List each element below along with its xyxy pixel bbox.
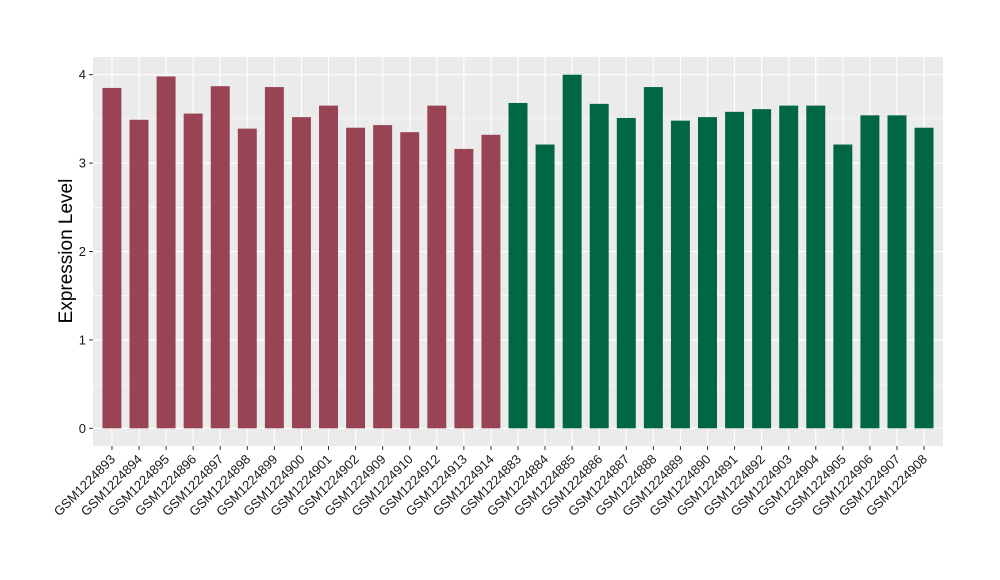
y-tick-label: 4 xyxy=(79,67,86,82)
bar-GSM1224899 xyxy=(264,87,284,429)
bar-GSM1224885 xyxy=(562,74,582,429)
bar-GSM1224893 xyxy=(102,87,122,429)
x-axis: GSM1224893GSM1224894GSM1224895GSM1224896… xyxy=(51,446,930,519)
bar-GSM1224895 xyxy=(156,76,176,429)
bar-GSM1224888 xyxy=(643,87,663,429)
bar-GSM1224903 xyxy=(779,105,799,429)
bar-GSM1224884 xyxy=(535,144,555,429)
bar-GSM1224883 xyxy=(508,102,528,429)
bar-GSM1224902 xyxy=(346,127,366,429)
bar-GSM1224889 xyxy=(670,120,690,429)
bar-GSM1224913 xyxy=(454,148,474,429)
bar-GSM1224901 xyxy=(319,105,338,429)
bars xyxy=(102,74,934,429)
bar-GSM1224886 xyxy=(589,103,609,429)
bar-GSM1224906 xyxy=(860,115,880,429)
bar-GSM1224912 xyxy=(427,105,447,429)
bar-GSM1224897 xyxy=(210,86,230,429)
bar-GSM1224905 xyxy=(833,144,853,429)
bar-GSM1224914 xyxy=(481,134,501,429)
bar-GSM1224900 xyxy=(291,117,311,429)
bar-GSM1224887 xyxy=(616,118,636,429)
bar-GSM1224908 xyxy=(914,127,934,429)
bar-GSM1224898 xyxy=(237,128,257,429)
bar-GSM1224909 xyxy=(373,125,393,429)
bar-GSM1224894 xyxy=(129,119,149,429)
bar-GSM1224904 xyxy=(806,105,826,429)
bar-GSM1224896 xyxy=(183,113,203,429)
y-tick-label: 3 xyxy=(79,156,86,171)
y-tick-label: 1 xyxy=(79,332,86,347)
bar-GSM1224891 xyxy=(725,111,745,429)
y-tick-label: 2 xyxy=(79,244,86,259)
y-axis-title: Expression Level xyxy=(56,179,77,324)
y-tick-label: 0 xyxy=(79,421,86,436)
bar-GSM1224907 xyxy=(887,115,907,429)
bar-GSM1224910 xyxy=(400,132,420,429)
bar-GSM1224890 xyxy=(698,117,717,429)
y-axis: 0 1 2 3 4 xyxy=(79,67,93,436)
bar-GSM1224892 xyxy=(752,109,772,429)
